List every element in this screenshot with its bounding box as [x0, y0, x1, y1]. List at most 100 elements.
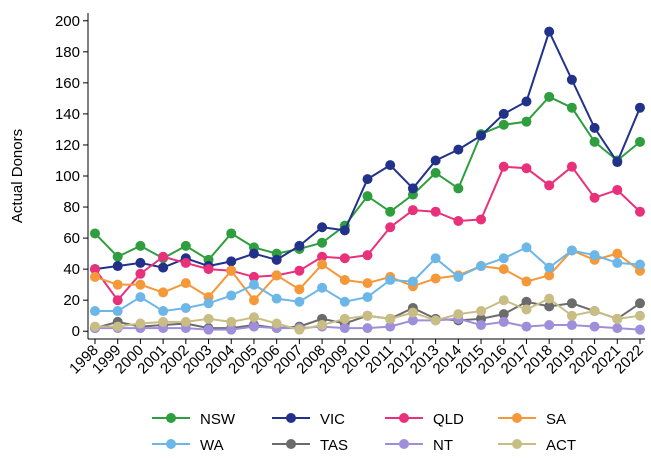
legend-label: TAS	[320, 437, 348, 453]
data-point	[498, 316, 509, 327]
data-point	[112, 261, 123, 272]
data-point	[294, 296, 305, 307]
data-point	[317, 237, 328, 248]
legend-item: NT	[385, 437, 453, 454]
data-point	[135, 318, 146, 329]
data-point	[226, 256, 237, 267]
data-point	[589, 306, 600, 317]
data-point	[226, 316, 237, 327]
data-point	[271, 254, 282, 265]
data-point	[453, 309, 464, 320]
legend-marker	[512, 439, 522, 449]
data-point	[226, 265, 237, 276]
legend-label: WA	[200, 437, 224, 453]
data-point	[90, 321, 100, 332]
legend-marker	[286, 439, 296, 449]
data-point	[362, 278, 373, 289]
data-point	[385, 160, 396, 171]
data-point	[339, 313, 350, 324]
data-point	[521, 116, 532, 127]
data-point	[362, 191, 373, 202]
y-tick-label: 20	[63, 292, 80, 309]
data-point	[248, 295, 259, 306]
data-point	[566, 310, 577, 321]
legend-marker	[166, 439, 176, 449]
data-point	[158, 262, 169, 273]
data-point	[612, 313, 623, 324]
data-point	[226, 228, 237, 239]
y-tick-label: 40	[63, 261, 80, 278]
data-point	[430, 315, 441, 326]
data-point	[566, 320, 577, 331]
data-point	[544, 180, 555, 191]
data-point	[135, 257, 146, 268]
data-point	[362, 174, 373, 185]
y-tick-label: 0	[72, 323, 80, 340]
data-point	[339, 253, 350, 264]
legend-marker	[166, 413, 176, 423]
data-point	[498, 108, 509, 119]
y-tick-label: 60	[63, 230, 80, 247]
legend-item: NSW	[152, 411, 236, 428]
legend-item: SA	[498, 411, 566, 428]
data-point	[226, 290, 237, 301]
data-point	[180, 257, 191, 268]
legend-item: VIC	[272, 411, 345, 428]
y-tick-label: 140	[55, 106, 80, 123]
legend-label: NSW	[200, 411, 236, 428]
data-point	[112, 251, 123, 262]
data-point	[90, 306, 100, 317]
series-line	[94, 28, 641, 271]
data-point	[566, 161, 577, 172]
data-point	[589, 250, 600, 261]
data-point	[453, 216, 464, 227]
y-tick-label: 200	[55, 13, 80, 30]
data-point	[385, 222, 396, 233]
data-point	[544, 91, 555, 102]
data-point	[566, 102, 577, 113]
data-point	[544, 320, 555, 331]
data-point	[294, 265, 305, 276]
data-point	[317, 282, 328, 293]
data-point	[430, 155, 441, 166]
data-point	[385, 206, 396, 217]
data-point	[476, 306, 487, 317]
data-point	[635, 259, 645, 270]
legend-label: NT	[433, 437, 453, 453]
data-point	[339, 296, 350, 307]
data-point	[589, 321, 600, 332]
data-point	[589, 136, 600, 147]
data-point	[407, 276, 418, 287]
data-point	[180, 316, 191, 327]
legend-label: VIC	[320, 411, 345, 428]
legend-item: QLD	[385, 411, 464, 428]
legend-marker	[399, 439, 409, 449]
data-point	[498, 295, 509, 306]
data-point	[544, 301, 555, 312]
data-point	[248, 321, 259, 332]
data-point	[566, 245, 577, 256]
data-point	[339, 225, 350, 236]
data-point	[612, 248, 623, 259]
data-point	[385, 275, 396, 286]
data-point	[203, 324, 214, 335]
data-point	[566, 74, 577, 85]
data-point	[521, 242, 532, 253]
data-point	[566, 298, 577, 309]
data-point	[635, 324, 645, 335]
data-point	[635, 310, 645, 321]
data-point	[90, 228, 100, 239]
legend-marker	[286, 413, 296, 423]
data-point	[158, 287, 169, 298]
data-point	[430, 206, 441, 217]
data-point	[362, 310, 373, 321]
data-point	[294, 284, 305, 295]
data-point	[612, 257, 623, 268]
legend-item: WA	[152, 437, 224, 454]
data-point	[135, 240, 146, 251]
data-point	[180, 240, 191, 251]
y-tick-label: 80	[63, 199, 80, 216]
data-point	[635, 298, 645, 309]
data-point	[544, 262, 555, 273]
data-point	[453, 144, 464, 155]
